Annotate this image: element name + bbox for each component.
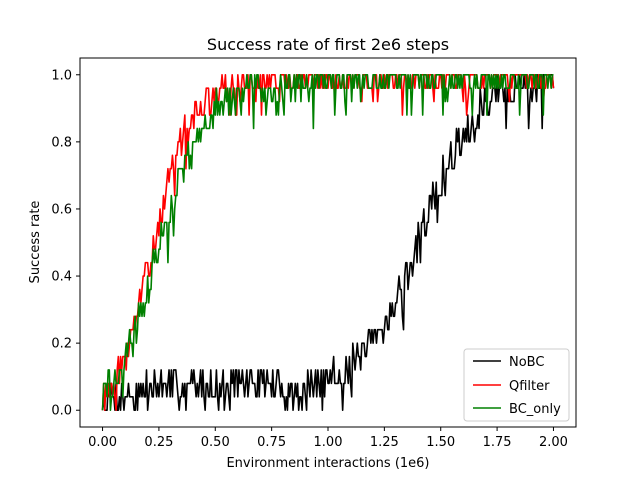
y-tick-label: 1.0: [51, 68, 72, 83]
x-tick-label: 1.50: [426, 435, 455, 450]
legend-label-nobc: NoBC: [509, 355, 544, 370]
legend-box: [463, 348, 570, 422]
y-axis: 0.0 0.2 0.4 0.6 0.8 1.0: [51, 68, 80, 419]
chart-title: Success rate of first 2e6 steps: [207, 35, 449, 54]
x-tick-label: 0.00: [88, 435, 117, 450]
y-tick-label: 0.4: [51, 270, 72, 285]
y-tick-label: 0.8: [51, 135, 72, 150]
x-tick-label: 2.00: [539, 435, 568, 450]
x-tick-label: 0.25: [144, 435, 173, 450]
series-line-nobc: [101, 73, 555, 412]
legend-label-qfilter: Qfilter: [509, 379, 550, 394]
x-axis-label: Environment interactions (1e6): [226, 456, 429, 471]
series-layer: [101, 73, 555, 412]
x-tick-label: 1.25: [370, 435, 399, 450]
legend-label-bc-only: BC_only: [509, 402, 561, 417]
series-line-bc-only: [101, 73, 554, 412]
x-tick-label: 1.00: [314, 435, 343, 450]
legend: NoBC Qfilter BC_only: [463, 348, 570, 422]
x-tick-label: 1.75: [483, 435, 512, 450]
y-tick-label: 0.2: [51, 337, 72, 352]
x-tick-label: 0.50: [201, 435, 230, 450]
x-tick-label: 0.75: [257, 435, 286, 450]
y-axis-label: Success rate: [28, 201, 43, 284]
y-tick-label: 0.0: [51, 404, 72, 419]
y-tick-label: 0.6: [51, 202, 72, 217]
x-axis: 0.00 0.25 0.50 0.75 1.00 1.25 1.50 1.75 2.00: [88, 427, 568, 450]
